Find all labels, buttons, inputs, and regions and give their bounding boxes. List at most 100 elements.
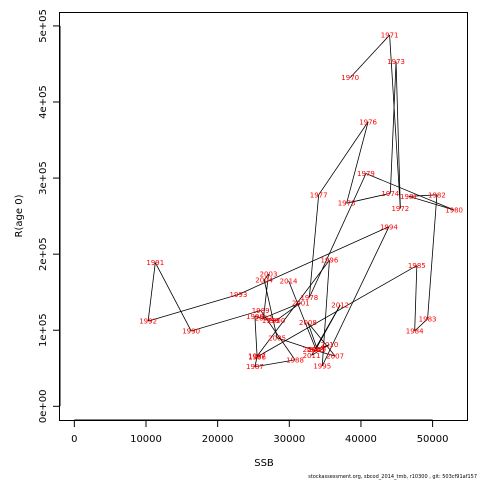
- segment-2002-2003: [263, 273, 269, 319]
- segment-2013-2014: [288, 280, 317, 350]
- year-label-1993: 1993: [230, 291, 248, 299]
- segment-2004-2005: [263, 279, 278, 338]
- year-label-2014: 2014: [280, 277, 298, 285]
- segment-1989-1990: [191, 310, 261, 332]
- segment-2006-2007: [311, 348, 336, 357]
- year-label-1994: 1994: [380, 223, 398, 231]
- y-tick-label: 3e+05: [38, 161, 49, 195]
- year-label-1982: 1982: [428, 191, 446, 199]
- segment-2008-2009: [307, 322, 318, 350]
- year-label-1972: 1972: [391, 205, 409, 213]
- year-label-2013: 2013: [307, 346, 325, 354]
- year-label-2008: 2008: [299, 319, 317, 327]
- segment-1980-1981: [408, 195, 455, 211]
- year-label-2000: 2000: [267, 317, 285, 325]
- year-label-2006: 2006: [303, 346, 321, 354]
- year-label-1978: 1978: [300, 294, 318, 302]
- year-label-1973: 1973: [387, 58, 405, 66]
- year-label-1999: 1999: [262, 317, 280, 325]
- segment-1992-1993: [148, 294, 239, 322]
- segment-1971-1972: [389, 35, 401, 209]
- segment-1978-1979: [308, 173, 367, 298]
- y-axis-title: R(age 0): [14, 194, 25, 237]
- year-label-1997: 1997: [248, 353, 266, 361]
- segment-1997-1998: [254, 316, 258, 357]
- y-tick-label: 2e+05: [38, 237, 49, 271]
- year-label-1986: 1986: [248, 353, 266, 361]
- year-label-1987: 1987: [246, 363, 264, 371]
- year-label-2007: 2007: [326, 353, 344, 361]
- year-label-1990: 1990: [182, 327, 200, 335]
- segment-1981-1982: [408, 194, 437, 197]
- year-label-2011: 2011: [303, 352, 321, 360]
- year-label-1971: 1971: [381, 32, 399, 40]
- segment-1982-1983: [427, 194, 438, 319]
- footer-caption: stockassessment.org, sbcod_2014_tmb, r10…: [308, 474, 477, 480]
- year-labels: 1970 1971 1972 1973 1974 1975 1976 1977 1978 1979…: [139, 32, 463, 372]
- y-tick-label: 5e+05: [38, 9, 49, 43]
- segment-1993-1994: [238, 226, 390, 295]
- segment-1979-1980: [365, 173, 455, 211]
- y-tick-label: 1e+05: [38, 313, 49, 347]
- y-tick-label: 0e+00: [38, 389, 49, 423]
- x-axis: 0 10000 20000 30000 40000 50000: [71, 419, 449, 445]
- x-tick-label: 50000: [417, 434, 449, 445]
- year-label-2012: 2012: [331, 302, 349, 310]
- segment-1970-1971: [349, 34, 390, 78]
- year-label-1991: 1991: [146, 259, 164, 267]
- year-label-1977: 1977: [310, 191, 328, 199]
- segment-2012-2013: [315, 304, 341, 350]
- year-label-1970: 1970: [341, 74, 359, 82]
- year-label-1983: 1983: [419, 315, 437, 323]
- segment-1974-1975: [346, 192, 391, 204]
- year-label-2004: 2004: [255, 277, 273, 285]
- segment-2000-2001: [276, 302, 301, 321]
- year-label-2005: 2005: [268, 334, 286, 342]
- x-axis-title: SSB: [254, 458, 274, 469]
- segment-2005-2006: [276, 337, 312, 350]
- year-label-1992: 1992: [139, 318, 157, 326]
- trajectory-lines: [147, 34, 455, 368]
- segment-1987-1988: [254, 359, 296, 368]
- segment-1990-1991: [154, 262, 192, 332]
- x-tick-label: 10000: [130, 434, 162, 445]
- segment-1972-1973: [395, 61, 401, 209]
- year-label-2003: 2003: [260, 270, 278, 278]
- segment-1984-1985: [414, 265, 418, 332]
- year-label-2001: 2001: [292, 299, 310, 307]
- segment-1973-1974: [389, 61, 397, 194]
- year-label-1984: 1984: [406, 327, 424, 335]
- y-axis: 0e+00 1e+05 2e+05 3e+05 4e+05 5e+05: [38, 9, 61, 423]
- x-tick-label: 40000: [345, 434, 377, 445]
- year-label-1974: 1974: [381, 190, 399, 198]
- year-label-1976: 1976: [359, 118, 377, 126]
- segment-1998-1999: [254, 316, 271, 321]
- x-tick-label: 30000: [273, 434, 305, 445]
- x-tick-label: 20000: [202, 434, 234, 445]
- year-label-1996: 1996: [321, 257, 339, 265]
- year-label-1995: 1995: [313, 362, 331, 370]
- segment-1986-1987: [254, 356, 258, 367]
- segment-2010-2011: [311, 344, 330, 356]
- year-label-1975: 1975: [338, 200, 356, 208]
- segment-1977-1978: [308, 194, 320, 298]
- segment-2001-2002: [263, 302, 301, 319]
- year-label-1981: 1981: [400, 193, 418, 201]
- segment-2003-2004: [263, 273, 269, 281]
- x-tick-label: 0: [71, 434, 77, 445]
- year-label-1980: 1980: [445, 207, 463, 215]
- year-label-1998: 1998: [246, 313, 264, 321]
- year-label-1989: 1989: [252, 307, 270, 315]
- year-label-1985: 1985: [408, 262, 426, 270]
- year-label-1979: 1979: [357, 170, 375, 178]
- segment-1976-1977: [318, 121, 369, 196]
- segment-1975-1976: [346, 121, 369, 204]
- year-label-1988: 1988: [286, 356, 304, 364]
- segment-1991-1992: [147, 262, 156, 322]
- y-tick-label: 4e+05: [38, 85, 49, 119]
- segment-1994-1995: [321, 226, 390, 367]
- year-label-2010: 2010: [321, 341, 339, 349]
- segment-1983-1984: [414, 318, 428, 332]
- year-label-2002: 2002: [255, 315, 273, 323]
